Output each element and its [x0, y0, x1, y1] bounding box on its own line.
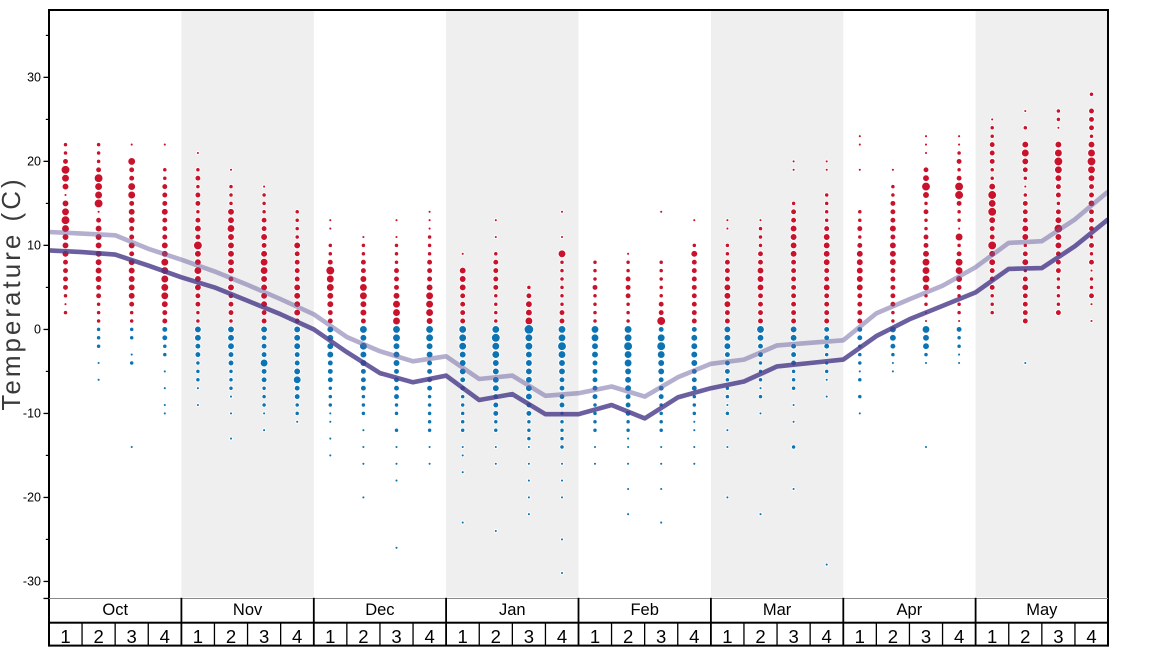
svg-text:4: 4 — [292, 626, 302, 647]
svg-text:3: 3 — [788, 626, 798, 647]
svg-text:3: 3 — [524, 626, 534, 647]
svg-text:Apr: Apr — [897, 601, 923, 619]
svg-text:-10: -10 — [23, 407, 41, 421]
svg-text:1: 1 — [987, 626, 997, 647]
svg-text:-20: -20 — [23, 491, 41, 505]
svg-text:2: 2 — [226, 626, 236, 647]
svg-text:Jan: Jan — [499, 601, 526, 619]
svg-text:3: 3 — [921, 626, 931, 647]
svg-text:2: 2 — [358, 626, 368, 647]
svg-text:4: 4 — [954, 626, 964, 647]
svg-text:Nov: Nov — [233, 601, 263, 619]
svg-text:2: 2 — [93, 626, 103, 647]
svg-text:4: 4 — [557, 626, 567, 647]
svg-text:1: 1 — [590, 626, 600, 647]
svg-text:3: 3 — [391, 626, 401, 647]
svg-text:0: 0 — [34, 323, 41, 337]
svg-text:10: 10 — [27, 239, 41, 253]
svg-text:4: 4 — [1086, 626, 1096, 647]
svg-text:1: 1 — [722, 626, 732, 647]
svg-text:Oct: Oct — [102, 601, 128, 619]
svg-text:1: 1 — [855, 626, 865, 647]
svg-text:1: 1 — [193, 626, 203, 647]
svg-text:30: 30 — [27, 71, 41, 85]
svg-text:2: 2 — [1020, 626, 1030, 647]
svg-text:3: 3 — [259, 626, 269, 647]
svg-text:1: 1 — [458, 626, 468, 647]
svg-text:4: 4 — [424, 626, 434, 647]
svg-text:Temperature (C): Temperature (C) — [0, 176, 26, 410]
svg-text:4: 4 — [689, 626, 699, 647]
svg-text:Mar: Mar — [763, 601, 792, 619]
svg-text:Feb: Feb — [630, 601, 658, 619]
svg-text:May: May — [1026, 601, 1058, 619]
svg-text:Dec: Dec — [365, 601, 394, 619]
svg-text:2: 2 — [491, 626, 501, 647]
svg-text:3: 3 — [656, 626, 666, 647]
svg-text:2: 2 — [755, 626, 765, 647]
svg-text:20: 20 — [27, 155, 41, 169]
svg-text:2: 2 — [888, 626, 898, 647]
svg-text:3: 3 — [127, 626, 137, 647]
svg-text:2: 2 — [623, 626, 633, 647]
svg-text:4: 4 — [160, 626, 170, 647]
svg-text:1: 1 — [325, 626, 335, 647]
svg-text:1: 1 — [60, 626, 70, 647]
svg-text:4: 4 — [822, 626, 832, 647]
svg-text:3: 3 — [1053, 626, 1063, 647]
svg-text:-30: -30 — [23, 575, 41, 589]
